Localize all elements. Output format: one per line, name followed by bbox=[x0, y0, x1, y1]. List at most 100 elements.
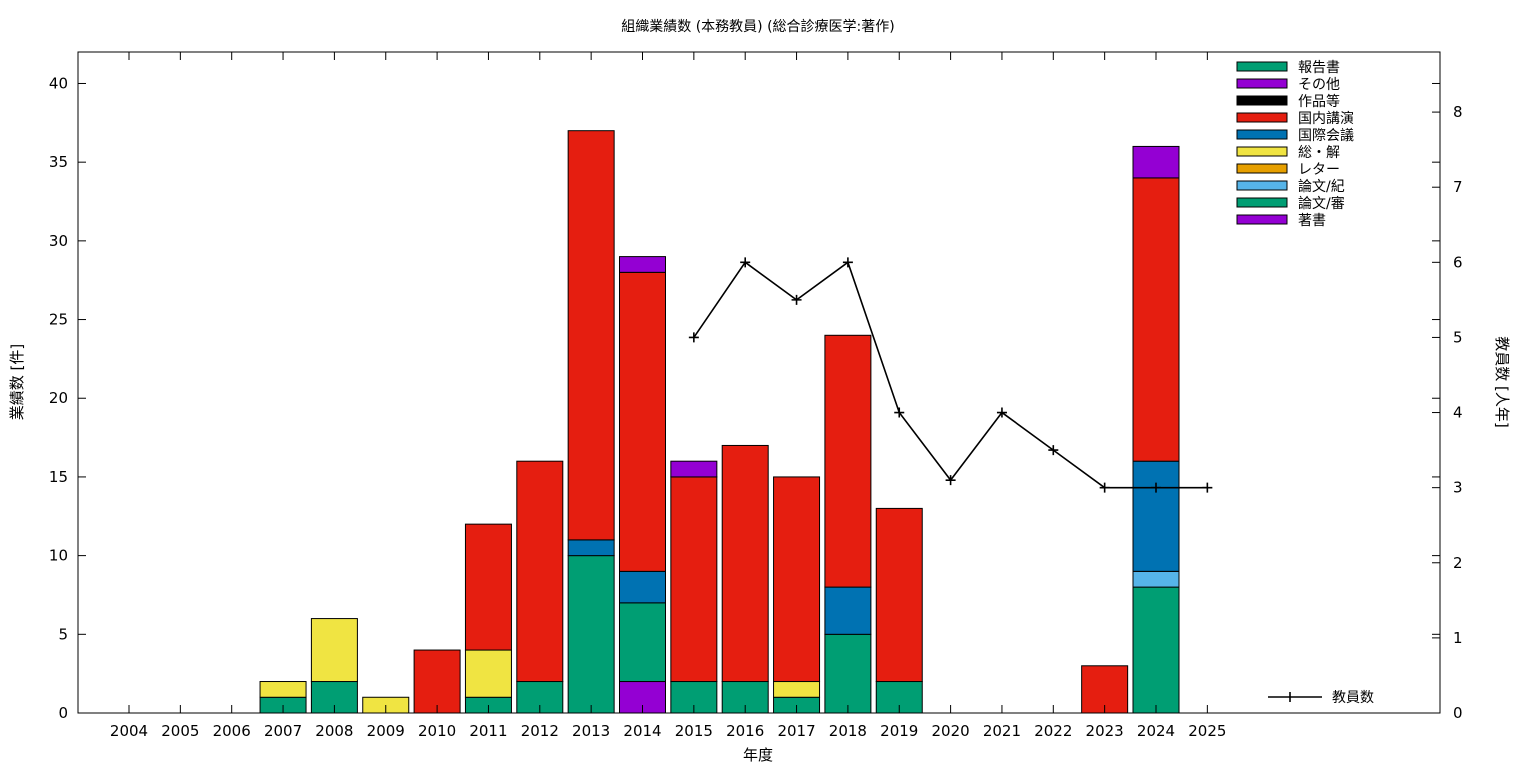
y-tick-label: 15 bbox=[49, 468, 68, 486]
y2-tick-label: 2 bbox=[1453, 554, 1463, 572]
y-tick-label: 0 bbox=[58, 704, 68, 722]
bars-layer bbox=[259, 130, 1180, 714]
bar-segment bbox=[824, 633, 872, 714]
y-tick-label: 5 bbox=[58, 625, 68, 643]
y2-tick-label: 0 bbox=[1453, 704, 1463, 722]
y2-axis-title: 教員数 [人年] bbox=[1493, 336, 1511, 427]
line-point bbox=[996, 407, 1007, 418]
y2-tick-label: 7 bbox=[1453, 178, 1463, 196]
legend-swatch bbox=[1236, 197, 1288, 208]
bar-segment bbox=[670, 460, 718, 478]
legend-label: 作品等 bbox=[1298, 93, 1340, 110]
y-tick-label: 40 bbox=[49, 74, 68, 92]
bar-segment bbox=[1132, 586, 1180, 714]
line-point bbox=[740, 257, 751, 268]
x-tick-label: 2007 bbox=[264, 722, 302, 740]
bar-segment bbox=[413, 649, 461, 714]
x-tick-label: 2012 bbox=[521, 722, 559, 740]
bar-segment bbox=[773, 476, 821, 683]
x-tick-label: 2014 bbox=[623, 722, 661, 740]
bar-segment bbox=[619, 570, 666, 604]
bar-segment bbox=[567, 539, 615, 557]
x-tick-label: 2010 bbox=[418, 722, 456, 740]
bar-segment bbox=[310, 618, 358, 683]
y2-tick-label: 1 bbox=[1453, 629, 1463, 647]
y-axis-title: 業績数 [件] bbox=[8, 344, 26, 420]
legend-label: 論文/紀 bbox=[1298, 179, 1345, 195]
x-tick-label: 2005 bbox=[161, 722, 199, 740]
x-tick-label: 2011 bbox=[469, 722, 507, 740]
legend-line-label: 教員数 bbox=[1332, 690, 1374, 706]
y2-tick-label: 4 bbox=[1453, 404, 1463, 422]
bar-segment bbox=[1132, 177, 1180, 462]
y-tick-label: 25 bbox=[49, 311, 68, 329]
line-point bbox=[945, 475, 956, 486]
bar-segment bbox=[567, 130, 615, 541]
x-tick-label: 2006 bbox=[213, 722, 251, 740]
chart-title: 組織業績数 (本務教員) (総合診療医学:著作) bbox=[621, 18, 894, 35]
bar-segment bbox=[259, 681, 307, 698]
y-tick-label: 30 bbox=[49, 232, 68, 250]
line-point bbox=[1048, 445, 1059, 456]
x-tick-label: 2022 bbox=[1034, 722, 1072, 740]
legend-label: レター bbox=[1298, 162, 1340, 178]
legend-label: その他 bbox=[1298, 77, 1340, 93]
x-tick-label: 2016 bbox=[726, 722, 764, 740]
bar-segment bbox=[824, 334, 872, 588]
y2-tick-label: 6 bbox=[1453, 253, 1463, 271]
bar-segment bbox=[1132, 460, 1180, 572]
line-point bbox=[688, 332, 699, 343]
line-layer bbox=[688, 257, 1213, 493]
x-tick-label: 2023 bbox=[1086, 722, 1124, 740]
bar-segment bbox=[875, 507, 923, 683]
legend-swatch bbox=[1236, 61, 1288, 72]
line-point bbox=[1099, 482, 1110, 493]
bar-segment bbox=[773, 681, 821, 698]
bar-segment bbox=[567, 555, 615, 714]
bar-segment bbox=[619, 271, 666, 572]
y-tick-label: 20 bbox=[49, 389, 68, 407]
bar-segment bbox=[1132, 145, 1180, 179]
legend-label: 国内講演 bbox=[1298, 111, 1354, 127]
legend-swatch bbox=[1236, 112, 1288, 123]
bar-segment bbox=[619, 256, 666, 273]
bar-segment bbox=[464, 523, 512, 651]
x-tick-label: 2020 bbox=[932, 722, 970, 740]
x-tick-label: 2004 bbox=[110, 722, 148, 740]
legend-swatch bbox=[1236, 214, 1288, 225]
legend-swatch bbox=[1236, 95, 1288, 106]
y2-tick-label: 8 bbox=[1453, 103, 1463, 121]
x-tick-label: 2024 bbox=[1137, 722, 1175, 740]
x-tick-label: 2025 bbox=[1188, 722, 1226, 740]
line-point bbox=[1151, 482, 1161, 493]
legend-label: 著書 bbox=[1298, 213, 1326, 229]
x-tick-label: 2021 bbox=[983, 722, 1021, 740]
y2-tick-label: 5 bbox=[1453, 328, 1463, 346]
legend-swatch bbox=[1236, 180, 1288, 191]
y2-tick-label: 3 bbox=[1453, 479, 1463, 497]
bar-segment bbox=[721, 444, 769, 683]
line-point bbox=[894, 407, 905, 418]
x-tick-label: 2013 bbox=[572, 722, 610, 740]
legend-label: 報告書 bbox=[1298, 60, 1340, 76]
plot-frame bbox=[77, 51, 1441, 714]
x-tick-label: 2018 bbox=[829, 722, 867, 740]
bar-segment bbox=[619, 602, 666, 683]
line-point bbox=[842, 257, 853, 268]
legend-label: 総・解 bbox=[1298, 145, 1340, 161]
x-tick-label: 2015 bbox=[675, 722, 713, 740]
legend-swatch bbox=[1236, 146, 1288, 157]
x-tick-label: 2009 bbox=[367, 722, 405, 740]
bar-segment bbox=[464, 649, 512, 698]
line-point bbox=[1202, 482, 1213, 493]
y-tick-label: 10 bbox=[49, 547, 68, 565]
x-axis-title: 年度 bbox=[743, 746, 773, 764]
x-tick-label: 2019 bbox=[880, 722, 918, 740]
y-tick-label: 35 bbox=[49, 153, 68, 171]
legend-swatch bbox=[1236, 163, 1288, 174]
legend-label: 論文/審 bbox=[1298, 196, 1345, 212]
bar-segment bbox=[516, 460, 564, 683]
bar-segment bbox=[670, 476, 718, 683]
